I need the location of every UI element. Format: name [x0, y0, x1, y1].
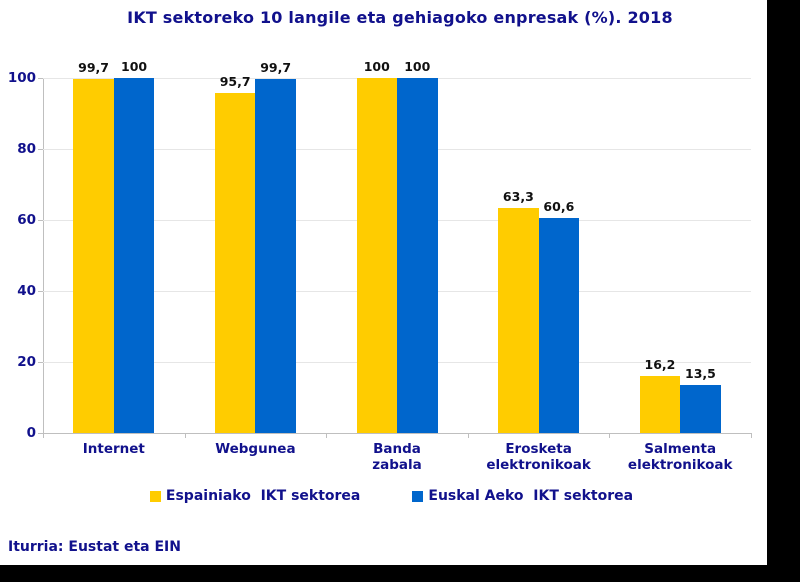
bar-value-label: 63,3 — [502, 189, 534, 205]
source-note: Iturria: Eustat eta EIN — [8, 539, 181, 555]
y-tick-label: 100 — [7, 70, 36, 86]
bar-s0-c0 — [73, 79, 114, 433]
legend-label: Espainiako IKT sektorea — [165, 488, 361, 504]
y-tick-label: 0 — [26, 425, 36, 441]
category-label: Salmenta elektronikoak — [627, 441, 733, 473]
bar-s1-c0 — [113, 78, 155, 433]
bar-value-label: 100 — [363, 59, 390, 74]
y-tick-mark — [38, 291, 43, 292]
legend-item-1: Euskal Aeko IKT sektorea — [412, 488, 633, 504]
legend-swatch — [149, 490, 161, 502]
x-tick-mark — [326, 433, 328, 438]
bar-value-label: 60,6 — [543, 198, 575, 214]
chart-canvas: IKT sektoreko 10 langile eta gehiagoko e… — [0, 0, 767, 565]
y-tick-mark — [38, 433, 43, 434]
y-tick-label: 60 — [17, 212, 36, 228]
legend-swatch — [412, 490, 424, 502]
category-label: Internet — [82, 441, 145, 457]
plot-area: 99,7 100 95,7 99,7 100 100 63,3 60,6 16,2 13,5 — [43, 59, 751, 433]
y-tick-mark — [38, 362, 43, 363]
bar-s1-c2 — [397, 78, 438, 433]
bar-s0-c1 — [214, 93, 256, 433]
y-tick-label: 80 — [17, 141, 36, 157]
bar-s0-c3 — [498, 208, 539, 433]
legend-label: Euskal Aeko IKT sektorea — [428, 488, 634, 504]
y-tick-label: 40 — [17, 283, 36, 299]
bar-value-label: 100 — [404, 59, 431, 74]
bar-s1-c1 — [255, 79, 296, 433]
bar-value-label: 16,2 — [644, 356, 676, 372]
x-tick-mark — [751, 433, 752, 438]
y-axis-line — [43, 78, 44, 438]
bar-s0-c2 — [356, 78, 397, 433]
y-tick-mark — [38, 149, 43, 150]
bar-value-label: 13,5 — [685, 366, 716, 382]
bar-value-label: 95,7 — [219, 74, 251, 90]
legend: Espainiako IKT sektorea Euskal Aeko IKT s… — [0, 488, 783, 504]
category-label: Banda zabala — [372, 441, 422, 473]
x-axis-line — [43, 433, 751, 434]
category-label: Webgunea — [215, 441, 296, 457]
legend-item-0: Espainiako IKT sektorea — [149, 488, 361, 504]
y-tick-mark — [38, 78, 43, 79]
x-tick-mark — [467, 433, 469, 438]
bar-s1-c4 — [680, 385, 721, 433]
bar-value-label: 99,7 — [260, 60, 292, 76]
category-label: Erosketa elektronikoak — [486, 441, 591, 473]
chart-title: IKT sektoreko 10 langile eta gehiagoko e… — [127, 8, 673, 27]
bar-s0-c4 — [639, 375, 681, 433]
bar-s1-c3 — [538, 217, 580, 433]
bar-value-label: 99,7 — [78, 60, 109, 76]
bar-value-label: 100 — [121, 59, 148, 74]
x-tick-mark — [609, 433, 611, 438]
x-tick-mark — [184, 433, 186, 438]
y-tick-mark — [38, 220, 43, 221]
y-tick-label: 20 — [17, 354, 36, 370]
